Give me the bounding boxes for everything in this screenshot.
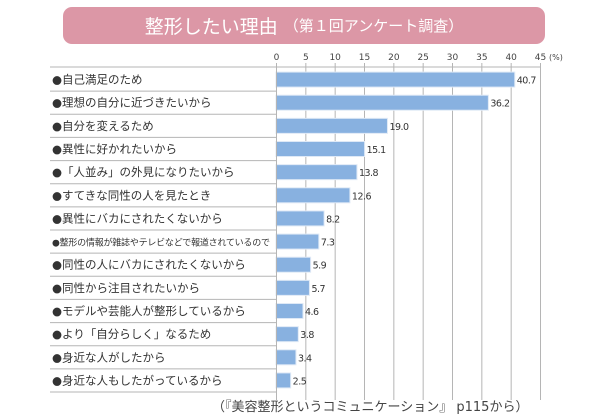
bar [275, 71, 516, 88]
bar [275, 349, 297, 366]
category-label: ●整形の情報が雑誌やテレビなどで報道されているので [52, 237, 270, 249]
chart-subtitle: （第１回アンケート調査） [283, 17, 464, 35]
bar [275, 94, 489, 111]
category-label: ●身近な人がしたから [52, 350, 166, 364]
chart-title: 整形したい理由 [144, 16, 278, 38]
x-tick-label: 5 [303, 53, 309, 63]
bar [275, 372, 292, 389]
category-label: ●身近な人もしたがっているから [52, 373, 222, 387]
data-label: 40.7 [517, 76, 537, 87]
bar [275, 164, 358, 181]
data-label: 8.2 [326, 214, 340, 225]
data-label: 2.5 [293, 376, 307, 387]
data-label: 5.9 [313, 261, 327, 272]
x-tick-label: 25 [417, 53, 428, 63]
category-label: ●異性に好かれたいから [52, 142, 177, 156]
bar [275, 210, 325, 227]
bar [275, 279, 310, 296]
category-label: ●同性から注目されたいから [52, 281, 200, 295]
category-label: ●異性にバカにされたくないから [52, 211, 223, 225]
data-label: 5.7 [311, 284, 325, 295]
x-tick-label: 20 [388, 53, 400, 63]
bar [275, 256, 312, 273]
category-label: ●自分を変えるため [52, 119, 154, 133]
chart-title-banner: 整形したい理由 （第１回アンケート調査） [63, 7, 545, 44]
data-label: 3.8 [300, 330, 314, 341]
category-label: ●すてきな同性の人を見たとき [52, 188, 211, 202]
x-tick-label: 40 [505, 53, 517, 63]
data-label: 4.6 [305, 307, 319, 318]
bar [275, 141, 366, 157]
category-label: ●理想の自分に近づきたいから [52, 96, 212, 110]
x-tick-label: 35 [476, 53, 487, 63]
data-label: 3.4 [298, 353, 312, 364]
bar [275, 117, 388, 134]
bar [275, 326, 299, 343]
x-tick-label: 45 [535, 53, 546, 63]
data-label: 7.3 [321, 238, 335, 249]
x-tick-label: 15 [359, 53, 370, 63]
x-tick-label: 10 [329, 53, 341, 63]
category-label: ●同性の人にバカにされたくないから [52, 258, 246, 272]
category-label: ●「人並み」の外見になりたいから [52, 165, 235, 179]
x-tick-label: 0 [274, 53, 280, 63]
bar [275, 187, 351, 204]
x-axis-unit-label: (%) [549, 53, 563, 62]
data-label: 12.6 [352, 191, 372, 202]
bar [275, 303, 304, 319]
category-label: ●自己満足のため [52, 73, 143, 87]
data-label: 15.1 [367, 145, 387, 156]
category-label: ●モデルや芸能人が整形しているから [52, 304, 246, 318]
data-label: 36.2 [490, 99, 510, 110]
data-label: 19.0 [389, 122, 409, 133]
category-label: ●より「自分らしく」なるため [52, 327, 211, 341]
source-caption: （『美容整形というコミュニケーション』 p115から） [212, 400, 529, 415]
x-tick-label: 30 [447, 53, 459, 63]
data-label: 13.8 [359, 168, 379, 179]
bar [275, 233, 320, 250]
